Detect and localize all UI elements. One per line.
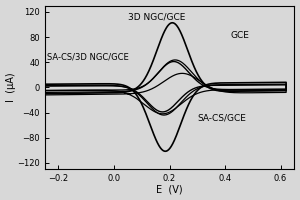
X-axis label: E  (V): E (V): [156, 184, 183, 194]
Text: GCE: GCE: [231, 31, 250, 40]
Text: SA-CS/3D NGC/GCE: SA-CS/3D NGC/GCE: [47, 53, 129, 62]
Text: SA-CS/GCE: SA-CS/GCE: [197, 113, 246, 122]
Y-axis label: I  (μA): I (μA): [6, 73, 16, 102]
Text: 3D NGC/GCE: 3D NGC/GCE: [128, 12, 185, 21]
